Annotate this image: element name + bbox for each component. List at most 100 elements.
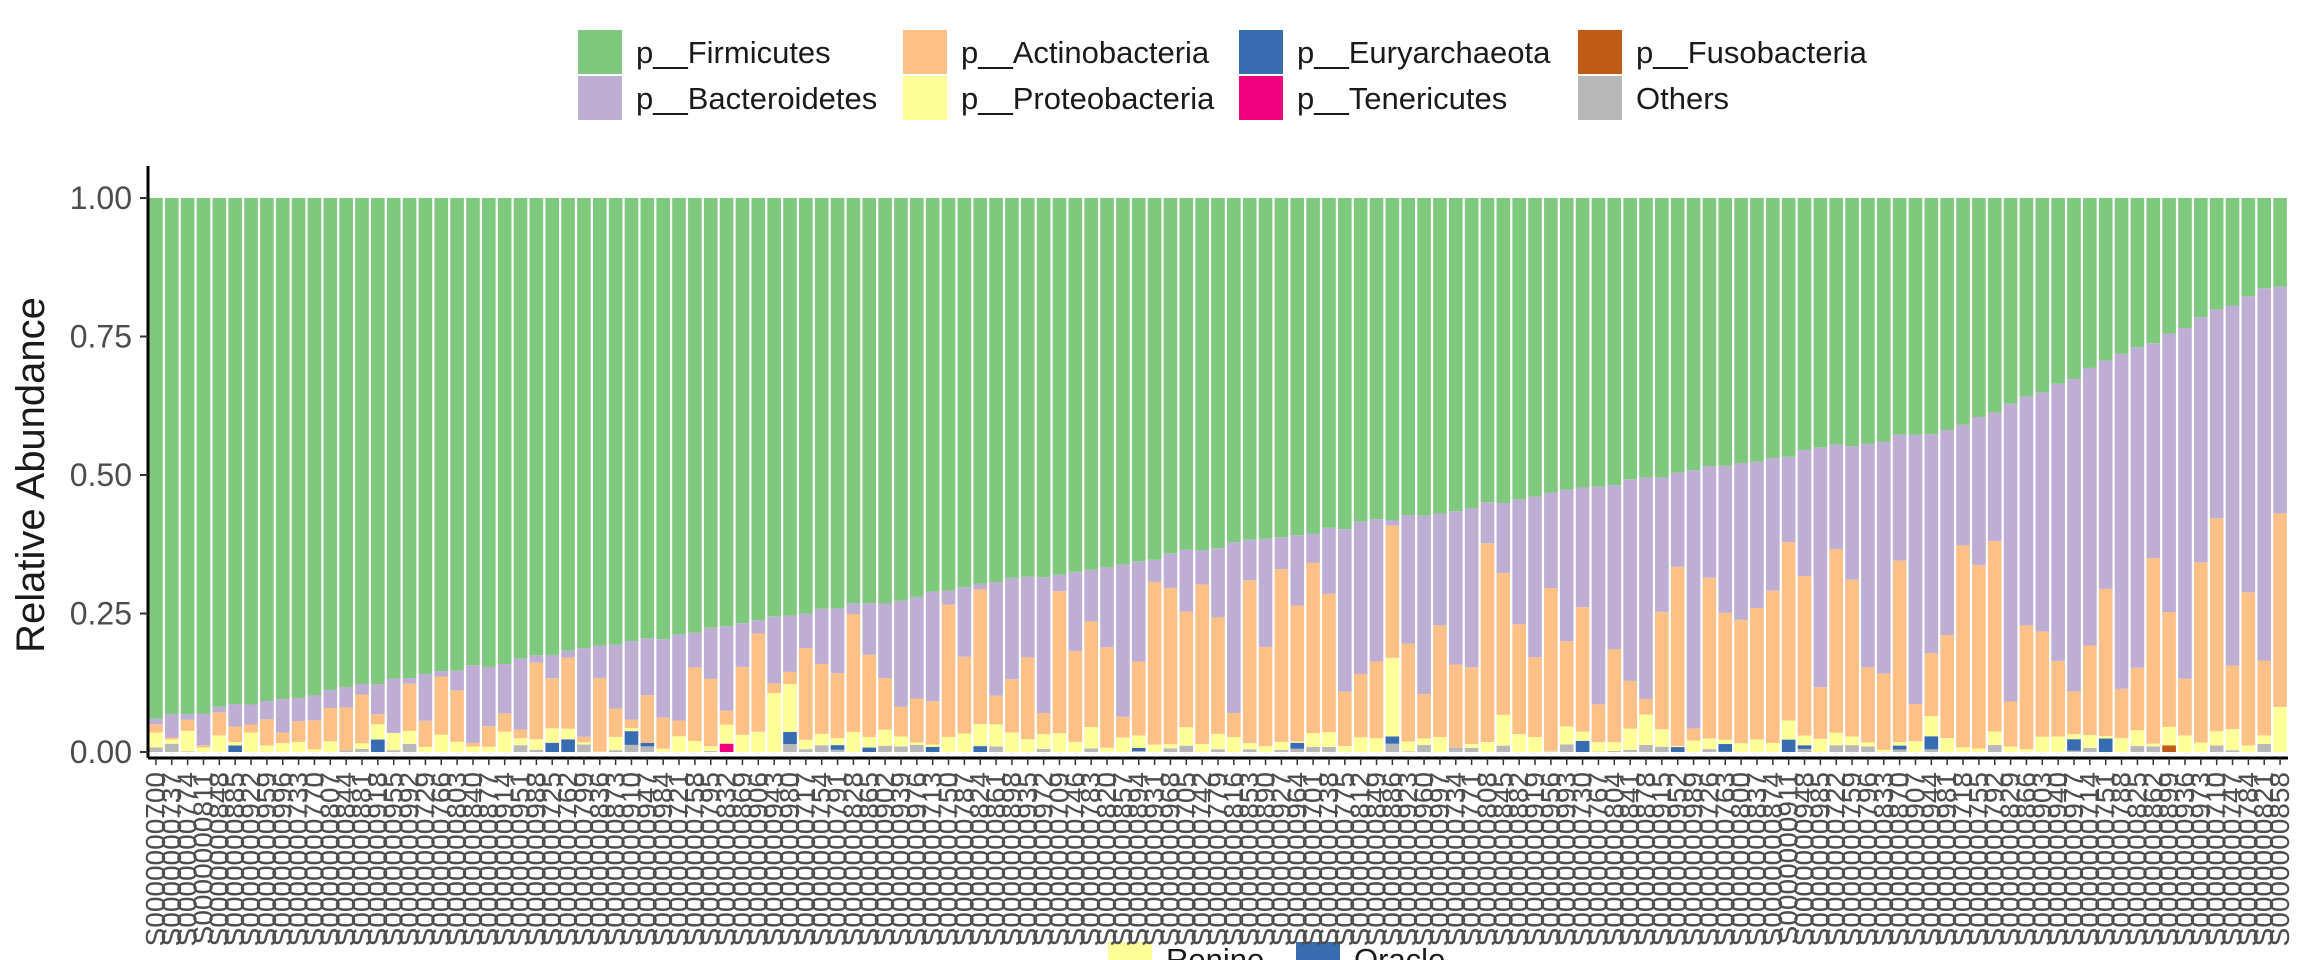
bar-segment: [1116, 198, 1130, 565]
x-tick-label: S0000000948: [1789, 772, 1820, 946]
bar-segment: [2146, 198, 2161, 344]
bar-segment: [482, 666, 496, 727]
bar-segment: [1179, 611, 1194, 728]
bar-segment: [513, 729, 528, 739]
bar-segment: [1369, 198, 1384, 520]
sample-bar: [1480, 198, 1495, 752]
bar-segment: [1734, 743, 1748, 752]
sample-bar: [180, 198, 195, 752]
bar-segment: [608, 736, 623, 751]
bar-segment: [291, 741, 306, 752]
bar-segment: [196, 747, 211, 752]
x-tick-label: S0000000828: [837, 772, 868, 946]
bar-segment: [355, 694, 369, 744]
sample-bar: [957, 198, 972, 752]
x-tick-label: S0000000931: [1139, 772, 1170, 946]
bar-segment: [2225, 305, 2240, 666]
bar-segment: [846, 614, 861, 732]
bar-segment: [2178, 678, 2192, 736]
bar-segment: [672, 720, 686, 737]
bar-segment: [2273, 706, 2287, 752]
bar-segment: [2098, 736, 2113, 739]
bar-segment: [1242, 539, 1257, 581]
sample-bar: [1163, 198, 1178, 752]
bar-segment: [1290, 741, 1305, 743]
x-tick-label: S0000000771: [1456, 772, 1487, 946]
bar-segment: [1258, 646, 1273, 747]
bar-segment: [1829, 198, 1844, 445]
bar-segment: [719, 198, 734, 627]
y-axis-title: Relative Abundance: [9, 297, 53, 653]
x-tick-label: S0000000718: [1947, 772, 1978, 946]
bar-segment: [1448, 511, 1463, 665]
legend-label: p__Euryarchaeota: [1297, 35, 1551, 70]
bar-segment: [1845, 736, 1859, 746]
bar-segment: [1496, 745, 1511, 752]
bar-segment: [164, 713, 179, 738]
bar-segment: [545, 678, 560, 729]
bar-segment: [688, 667, 702, 741]
bar-segment: [1845, 446, 1859, 580]
bar-segment: [1131, 751, 1146, 752]
bar-segment: [149, 198, 163, 719]
bar-segment: [1829, 549, 1844, 733]
sample-bar: [1338, 198, 1352, 752]
x-tick-label: S0000000877: [473, 772, 504, 946]
bar-segment: [735, 734, 750, 752]
sample-bar: [1131, 198, 1146, 752]
bar-segment: [212, 735, 227, 752]
x-tick-label: S0000000804: [1598, 772, 1629, 946]
bar-segment: [1417, 738, 1431, 746]
sample-bar: [830, 198, 845, 752]
bar-segment: [450, 670, 464, 691]
bar-segment: [989, 198, 1003, 583]
bar-segment: [1084, 621, 1098, 728]
bar-segment: [1734, 198, 1748, 463]
bar-segment: [275, 699, 290, 733]
bar-segment: [180, 198, 195, 715]
bar-segment: [2241, 296, 2256, 593]
x-tick-label: S0000000759: [1836, 772, 1867, 946]
bar-segment: [1623, 728, 1637, 750]
bar-segment: [973, 724, 988, 747]
sample-bar: [2178, 198, 2192, 752]
bar-segment: [196, 198, 211, 714]
y-tick-label: 0.25: [70, 596, 132, 632]
bar-segment: [1496, 503, 1511, 573]
bar-segment: [2051, 198, 2065, 384]
bar-segment: [196, 745, 211, 748]
group-legend-swatch: [1108, 942, 1152, 960]
bar-segment: [1924, 716, 1939, 737]
bar-segment: [275, 743, 290, 752]
legend-swatch: [1239, 30, 1283, 74]
bar-segment: [2067, 691, 2081, 735]
x-tick-label: S0000000726: [1693, 772, 1724, 946]
bar-segment: [497, 198, 512, 665]
bar-segment: [1306, 562, 1320, 734]
sample-bar: [545, 198, 560, 752]
bar-segment: [339, 198, 353, 687]
bar-segment: [2083, 747, 2097, 752]
bar-segment: [2067, 739, 2081, 751]
bar-segment: [2209, 731, 2224, 746]
sample-bar: [941, 198, 956, 752]
bar-segment: [355, 743, 369, 749]
bar-segment: [355, 683, 369, 695]
bar-segment: [2114, 688, 2129, 739]
x-tick-label: S0000000747: [2217, 772, 2248, 946]
bar-segment: [418, 198, 433, 674]
bar-segment: [1766, 590, 1780, 744]
sample-bar: [1861, 198, 1875, 752]
bar-segment: [1686, 198, 1701, 471]
sample-bar: [1575, 198, 1590, 752]
sample-bar: [371, 198, 385, 752]
x-tick-label: S0000000837: [1741, 772, 1772, 946]
bar-segment: [799, 648, 813, 740]
bar-segment: [1242, 743, 1257, 750]
bar-segment: [2273, 286, 2287, 514]
bar-segment: [1290, 748, 1305, 752]
sample-bar: [291, 198, 306, 752]
bar-segment: [1100, 198, 1114, 568]
x-tick-label: S0000000845: [1487, 772, 1518, 946]
